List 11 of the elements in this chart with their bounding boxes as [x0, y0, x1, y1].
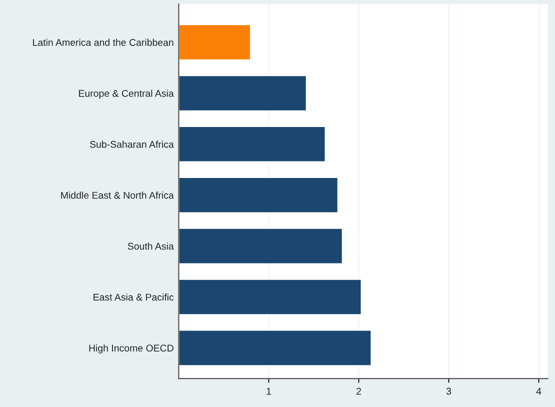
x-tick-label: 1 [266, 388, 271, 395]
y-tick-label: Sub-Saharan Africa [90, 140, 174, 148]
y-tick-label: Latin America and the Caribbean [33, 38, 174, 46]
y-tick-label: High Income OECD [89, 344, 174, 354]
y-tick-label: Europe & Central Asia [78, 90, 174, 99]
x-tick-label: 4 [536, 388, 542, 395]
x-tick-label: 2 [356, 388, 361, 395]
y-tick-label: South Asia [128, 242, 174, 250]
y-tick-label: East Asia & Pacific [94, 293, 174, 301]
y-tick-label: Middle East & North Africa [61, 192, 174, 199]
x-tick-label: 3 [446, 388, 452, 395]
